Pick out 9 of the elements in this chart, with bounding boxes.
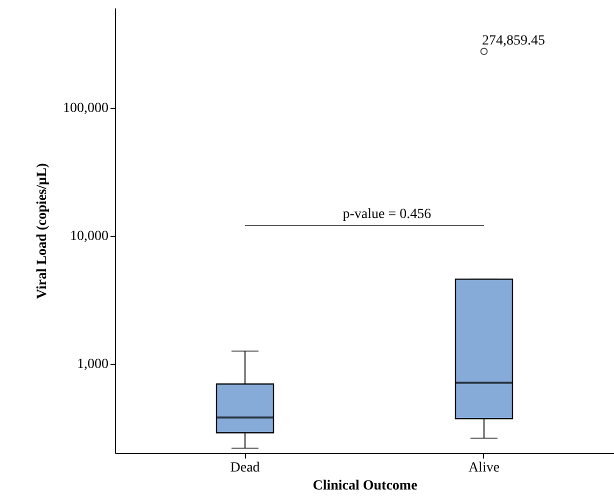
- y-tick-label: 10,000: [70, 229, 108, 244]
- y-tick-label: 1,000: [77, 357, 108, 372]
- y-axis-title: Viral Load (copies/µL): [35, 162, 50, 299]
- y-tick-label: 100,000: [63, 101, 108, 116]
- x-tick-label: Alive: [468, 460, 500, 476]
- x-axis-title: Clinical Outcome: [312, 478, 418, 494]
- x-tick-label: Dead: [230, 460, 260, 476]
- annotation: 274,859.45: [482, 33, 545, 48]
- annotation: p-value = 0.456: [342, 207, 432, 222]
